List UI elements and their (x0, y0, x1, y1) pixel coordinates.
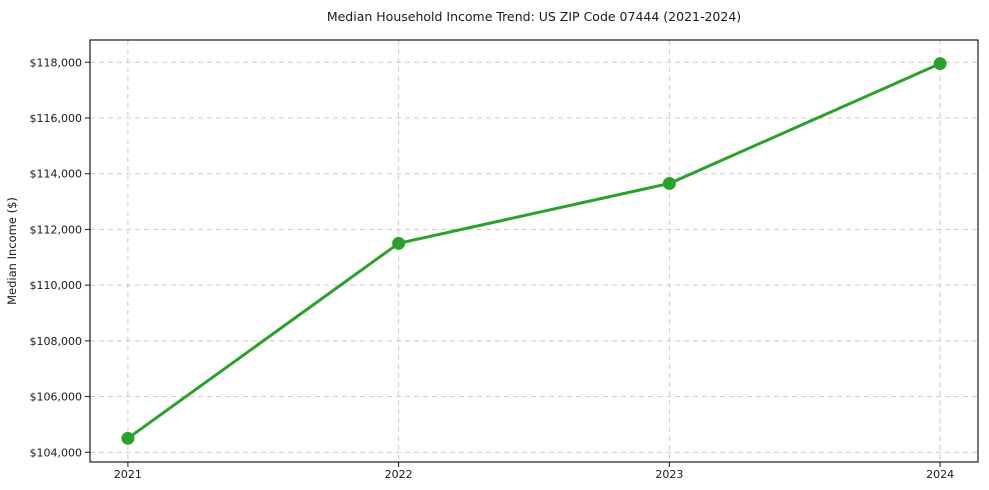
chart-title: Median Household Income Trend: US ZIP Co… (327, 9, 741, 24)
y-tick-label: $106,000 (30, 391, 83, 404)
axis-ticks (85, 61, 941, 467)
data-point (662, 176, 676, 190)
x-tick-label: 2024 (926, 468, 954, 481)
x-tick-label: 2021 (114, 468, 142, 481)
x-tick-label: 2022 (385, 468, 413, 481)
y-tick-label: $112,000 (30, 223, 83, 236)
data-series (121, 57, 947, 445)
trend-line (126, 62, 942, 440)
data-point (121, 431, 135, 445)
y-tick-label: $104,000 (30, 446, 83, 459)
x-tick-label: 2023 (655, 468, 683, 481)
y-tick-label: $114,000 (30, 168, 83, 181)
data-point (392, 236, 406, 250)
y-tick-label: $116,000 (30, 112, 83, 125)
y-tick-label: $118,000 (30, 56, 83, 69)
y-tick-label: $108,000 (30, 335, 83, 348)
y-tick-label: $110,000 (30, 279, 83, 292)
data-point (933, 57, 947, 71)
tick-labels: 2021 2022 2023 2024 $104,000 $106,000 $108,000… (30, 56, 955, 481)
gridlines (90, 40, 978, 462)
plot-border (89, 39, 979, 463)
y-axis-label: Median Income ($) (5, 197, 19, 305)
